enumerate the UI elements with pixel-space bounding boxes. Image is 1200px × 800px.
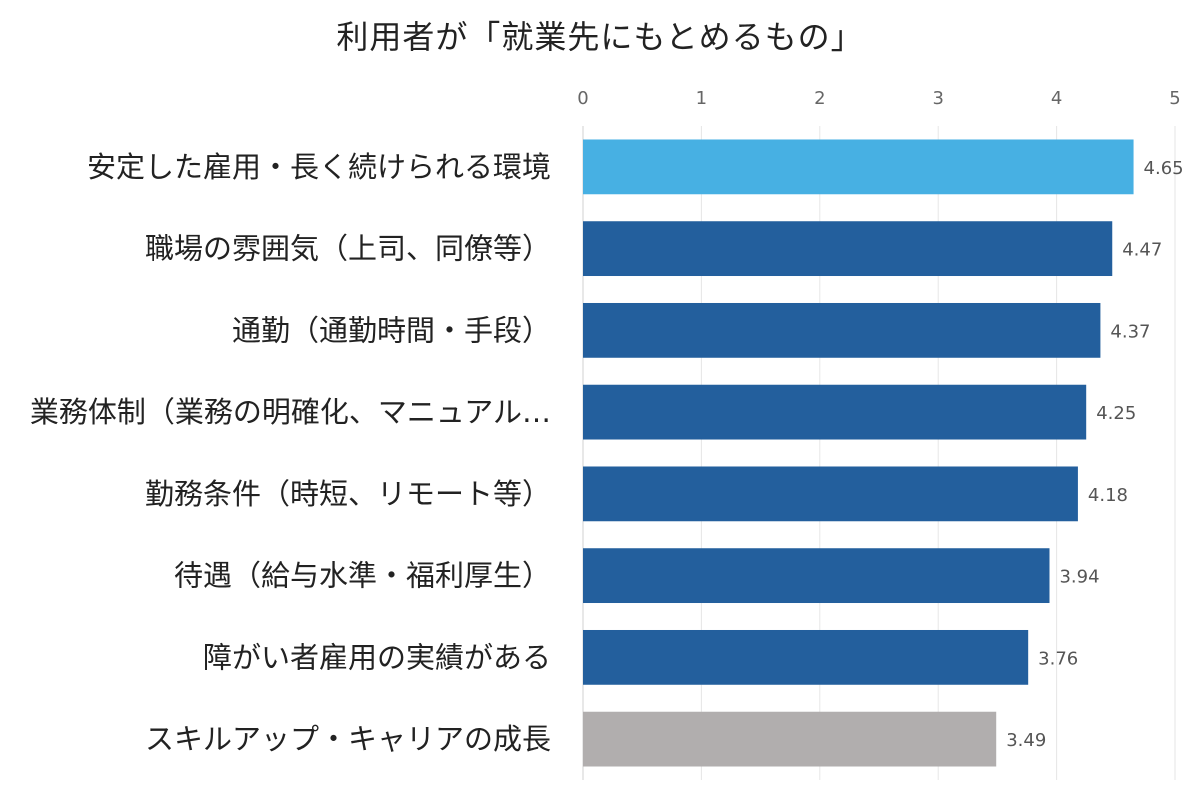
bar-1 <box>583 139 1134 195</box>
x-tick-label-2: 2 <box>814 88 825 109</box>
bar-8 <box>583 711 997 767</box>
value-label-8: 3.49 <box>1006 730 1046 751</box>
value-label-1: 4.65 <box>1144 158 1184 179</box>
bar-6 <box>583 548 1050 604</box>
value-label-5: 4.18 <box>1088 485 1128 506</box>
value-label-3: 4.37 <box>1110 321 1150 342</box>
x-tick-label-1: 1 <box>696 88 707 109</box>
x-tick-label-5: 5 <box>1169 88 1180 109</box>
category-label-4: 業務体制（業務の明確化、マニュアル… <box>30 395 551 429</box>
x-tick-label-3: 3 <box>932 88 943 109</box>
category-label-1: 安定した雇用・長く続けられる環境 <box>87 150 551 184</box>
bar-3 <box>583 302 1101 358</box>
value-label-6: 3.94 <box>1059 567 1099 588</box>
bar-5 <box>583 466 1078 522</box>
category-label-5: 勤務条件（時短、リモート等） <box>145 477 551 511</box>
value-label-7: 3.76 <box>1038 648 1078 669</box>
bar-2 <box>583 221 1113 277</box>
value-label-2: 4.47 <box>1122 240 1162 261</box>
category-label-8: スキルアップ・キャリアの成長 <box>145 722 551 756</box>
bar-7 <box>583 629 1029 685</box>
category-label-2: 職場の雰囲気（上司、同僚等） <box>145 232 551 266</box>
category-label-7: 障がい者雇用の実績がある <box>203 640 551 674</box>
x-tick-label-4: 4 <box>1051 88 1062 109</box>
bar-4 <box>583 384 1087 440</box>
category-label-6: 待遇（給与水準・福利厚生） <box>174 559 551 593</box>
category-label-3: 通勤（通勤時間・手段） <box>232 313 551 347</box>
value-label-4: 4.25 <box>1096 403 1136 424</box>
x-tick-label-0: 0 <box>577 88 588 109</box>
chart-title: 利用者が「就業先にもとめるもの」 <box>336 18 864 56</box>
